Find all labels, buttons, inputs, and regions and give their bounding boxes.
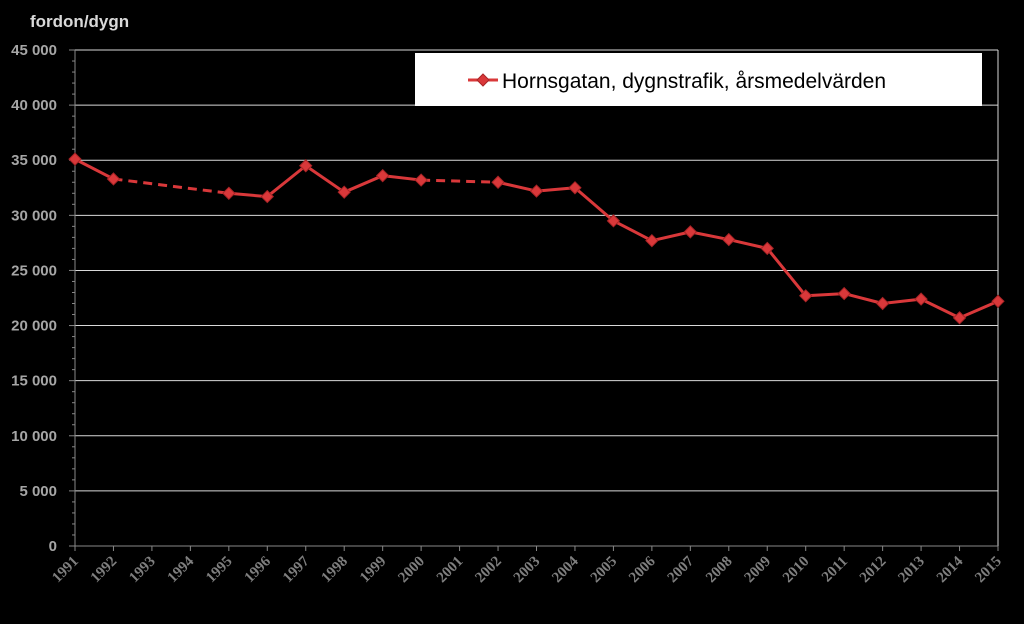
legend: Hornsgatan, dygnstrafik, årsmedelvärden <box>415 53 982 106</box>
x-tick-label: 1996 <box>242 553 275 586</box>
y-axis-label: fordon/dygn <box>30 12 129 31</box>
data-point-marker <box>722 232 736 247</box>
series-segment <box>805 292 845 298</box>
x-tick-label: 2012 <box>857 554 890 587</box>
legend-box <box>415 53 982 106</box>
data-point-marker <box>299 159 313 173</box>
x-tick-label: 2002 <box>472 554 505 587</box>
data-point-marker <box>68 152 82 166</box>
data-point-marker <box>952 311 967 325</box>
series-segment <box>958 299 999 320</box>
data-point-marker <box>991 294 1005 309</box>
gridlines <box>75 49 999 546</box>
series-segment <box>690 230 730 242</box>
series-segment <box>920 297 961 320</box>
y-tick-label: 0 <box>49 538 57 555</box>
y-tick-label: 40 000 <box>11 97 57 114</box>
data-point-marker <box>375 168 390 183</box>
x-tick-label: 1995 <box>203 554 236 587</box>
x-tick-label: 1991 <box>49 554 82 587</box>
data-point-marker <box>568 181 582 195</box>
data-point-marker <box>414 173 428 187</box>
x-tick-label: 2011 <box>819 554 851 586</box>
x-tick-label: 2004 <box>549 553 582 586</box>
series-markers <box>68 152 1005 325</box>
series-segment <box>612 219 653 243</box>
legend-label: Hornsgatan, dygnstrafik, årsmedelvärden <box>502 70 886 93</box>
axes <box>69 49 999 551</box>
data-point-marker <box>529 184 544 198</box>
x-tick-label: 1999 <box>357 554 390 587</box>
data-point-marker <box>491 175 505 189</box>
data-point-marker <box>837 286 851 301</box>
series-segment <box>536 186 576 193</box>
series-segment <box>728 238 768 250</box>
x-tick-label: 2014 <box>934 553 967 586</box>
series-segment <box>766 247 807 297</box>
x-tick-label: 1998 <box>319 554 352 587</box>
series-segment <box>497 180 537 193</box>
series-segment <box>882 297 922 306</box>
data-point-marker <box>645 233 659 248</box>
x-tick-label: 2008 <box>703 554 736 587</box>
x-tick-labels: 1991 1992 1993 1994 1995 1996 1997 1998 1999 2000… <box>49 553 1005 586</box>
x-tick-label: 2009 <box>742 554 775 587</box>
series-segment <box>651 230 691 243</box>
data-point-marker <box>337 185 351 199</box>
data-point-marker <box>260 189 274 204</box>
data-point-marker <box>683 225 698 239</box>
x-tick-label: 2001 <box>434 554 467 587</box>
series-gap-segment <box>113 177 230 195</box>
data-point-marker <box>106 172 121 186</box>
data-point-marker <box>875 296 890 311</box>
x-tick-label: 2015 <box>972 554 1005 587</box>
y-tick-label: 10 000 <box>11 428 57 445</box>
series-line <box>74 157 999 320</box>
y-tick-label: 5 000 <box>19 483 57 500</box>
series-segment <box>74 157 115 181</box>
data-point-marker <box>914 292 928 306</box>
series-segment <box>266 164 307 198</box>
x-tick-label: 1992 <box>88 554 121 587</box>
series-segment <box>343 174 384 194</box>
x-tick-label: 2006 <box>626 553 659 586</box>
x-tick-label: 1993 <box>126 554 159 587</box>
x-tick-label: 2005 <box>588 554 621 587</box>
data-point-marker <box>799 289 813 303</box>
data-point-marker <box>222 186 236 200</box>
y-tick-label: 15 000 <box>11 373 57 390</box>
data-point-marker <box>606 214 621 228</box>
y-tick-label: 25 000 <box>11 262 57 279</box>
series-gap-segment <box>421 178 499 184</box>
x-tick-label: 2003 <box>511 554 544 587</box>
x-tick-label: 2013 <box>895 554 928 587</box>
x-tick-label: 1997 <box>280 553 313 586</box>
x-tick-label: 2010 <box>780 554 813 587</box>
x-tick-label: 2000 <box>395 554 428 587</box>
series-segment <box>843 292 883 305</box>
y-tick-label: 30 000 <box>11 207 57 224</box>
y-tick-label: 20 000 <box>11 318 57 335</box>
series-segment <box>304 164 346 194</box>
legend-marker-swatch <box>476 73 490 87</box>
x-tick-label: 2007 <box>665 553 698 586</box>
x-tick-label: 1994 <box>165 553 198 586</box>
y-tick-label: 45 000 <box>11 42 57 59</box>
y-tick-label: 35 000 <box>11 152 57 169</box>
series-segment <box>382 174 422 182</box>
data-point-marker <box>760 241 774 256</box>
series-segment <box>573 186 615 222</box>
series-segment <box>228 191 268 199</box>
y-tick-labels: 0 5 000 10 000 15 000 20 000 25 000 30 000 35 0… <box>11 42 57 555</box>
